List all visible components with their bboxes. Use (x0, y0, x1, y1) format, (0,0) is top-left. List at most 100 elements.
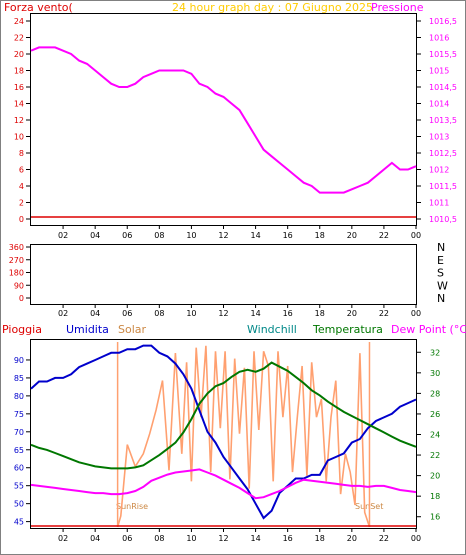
top-x-tick-label: 00 (411, 231, 421, 240)
top-left-tick-label: 6 (19, 166, 24, 175)
top-right-tick-label: 1012 (429, 166, 449, 175)
middle-x-tick-label: 16 (283, 309, 293, 318)
bottom-right-tick-label: 28 (430, 389, 440, 398)
humidity-label: Umidita (66, 323, 109, 336)
top-right-tick-label: 1015 (429, 67, 449, 76)
top-x-tick-label: 18 (315, 231, 325, 240)
middle-x-tick-label: 18 (315, 309, 325, 318)
middle-x-tick-label: 12 (218, 309, 228, 318)
bottom-right-tick-label: 22 (430, 451, 440, 460)
bottom-right-tick-label: 16 (430, 513, 440, 522)
top-right-tick-label: 1013 (429, 133, 449, 142)
middle-x-tick-label: 06 (122, 309, 132, 318)
bottom-x-tick-label: 02 (58, 534, 68, 543)
top-x-tick-label: 02 (58, 231, 68, 240)
windchill-label: Windchill (247, 323, 297, 336)
top-right-tick-label: 1010,5 (429, 215, 457, 224)
pressure-label: Pressione (371, 1, 424, 14)
bottom-x-tick-label: 18 (315, 534, 325, 543)
chart-title: 24 hour graph day : 07 Giugno 2025 (172, 1, 373, 14)
bottom-x-tick-label: 12 (218, 534, 228, 543)
bottom-left-tick-label: 60 (14, 464, 24, 473)
rain-label: Pioggia (2, 323, 42, 336)
bottom-left-tick-label: 65 (14, 446, 24, 455)
dewpoint-label: Dew Point (°C) (391, 323, 466, 336)
compass-direction-label: W (437, 279, 448, 292)
bottom-x-tick-label: 08 (154, 534, 164, 543)
wind-dir-tick-label: 0 (19, 294, 24, 303)
bottom-x-tick-label: 04 (90, 534, 100, 543)
bottom-x-tick-label: 00 (411, 534, 421, 543)
top-right-tick-label: 1011 (429, 199, 449, 208)
top-right-tick-label: 1014 (429, 100, 449, 109)
top-left-tick-label: 16 (14, 83, 24, 92)
top-right-tick-label: 1015,5 (429, 50, 457, 59)
bottom-right-tick-label: 18 (430, 492, 440, 501)
bottom-x-tick-label: 16 (283, 534, 293, 543)
top-right-tick-label: 1013,5 (429, 116, 457, 125)
top-left-tick-label: 14 (14, 100, 24, 109)
middle-x-tick-label: 14 (250, 309, 260, 318)
middle-x-tick-label: 00 (411, 309, 421, 318)
wind-dir-tick-label: 180 (9, 269, 24, 278)
bottom-right-tick-label: 30 (430, 369, 440, 378)
compass-direction-label: N (437, 292, 445, 305)
top-right-tick-label: 1016 (429, 34, 449, 43)
wind-dir-tick-label: 360 (9, 243, 24, 252)
bottom-left-tick-label: 70 (14, 428, 24, 437)
middle-x-tick-label: 02 (58, 309, 68, 318)
temperature-label: Temperatura (312, 323, 383, 336)
bottom-left-tick-label: 50 (14, 500, 24, 509)
top-left-tick-label: 22 (14, 34, 24, 43)
top-right-tick-label: 1012,5 (429, 149, 457, 158)
top-x-tick-label: 20 (347, 231, 357, 240)
bottom-right-tick-label: 32 (430, 348, 440, 357)
top-left-tick-label: 20 (14, 50, 24, 59)
bottom-x-tick-label: 14 (250, 534, 260, 543)
top-x-tick-label: 06 (122, 231, 132, 240)
top-left-tick-label: 8 (19, 149, 24, 158)
top-x-tick-label: 22 (379, 231, 389, 240)
top-left-tick-label: 0 (19, 215, 24, 224)
compass-direction-label: E (437, 254, 444, 267)
bottom-right-tick-label: 20 (430, 472, 440, 481)
bottom-left-tick-label: 85 (14, 374, 24, 383)
top-x-tick-label: 12 (218, 231, 228, 240)
sunrise-label: SunRise (116, 502, 148, 511)
middle-x-tick-label: 20 (347, 309, 357, 318)
top-left-tick-label: 24 (14, 17, 24, 26)
top-right-tick-label: 1016,5 (429, 17, 457, 26)
middle-x-tick-label: 10 (186, 309, 196, 318)
top-x-tick-label: 14 (250, 231, 260, 240)
bottom-x-tick-label: 20 (347, 534, 357, 543)
bottom-left-tick-label: 55 (14, 482, 24, 491)
middle-plot-frame (30, 244, 417, 305)
compass-direction-label: S (437, 267, 444, 280)
bottom-x-tick-label: 22 (379, 534, 389, 543)
bottom-right-tick-label: 24 (430, 431, 440, 440)
top-x-tick-label: 08 (154, 231, 164, 240)
bottom-left-tick-label: 75 (14, 410, 24, 419)
top-right-tick-label: 1011,5 (429, 182, 457, 191)
pressure-line (30, 46, 417, 194)
top-right-tick-label: 1014,5 (429, 83, 457, 92)
humidity-line (30, 344, 417, 520)
bottom-x-tick-label: 06 (122, 534, 132, 543)
dewpoint-line (30, 468, 417, 500)
top-x-tick-label: 10 (186, 231, 196, 240)
top-left-tick-label: 10 (14, 133, 24, 142)
top-left-tick-label: 4 (19, 182, 24, 191)
bottom-left-tick-label: 45 (14, 518, 24, 527)
solar-line (116, 345, 371, 528)
middle-x-tick-label: 04 (90, 309, 100, 318)
top-x-tick-label: 16 (283, 231, 293, 240)
top-x-tick-label: 04 (90, 231, 100, 240)
bottom-x-tick-label: 10 (186, 534, 196, 543)
wind-dir-tick-label: 270 (9, 256, 24, 265)
top-left-tick-label: 12 (14, 116, 24, 125)
middle-x-tick-label: 22 (379, 309, 389, 318)
top-plot-frame (30, 13, 417, 226)
solar-label: Solar (118, 323, 147, 336)
